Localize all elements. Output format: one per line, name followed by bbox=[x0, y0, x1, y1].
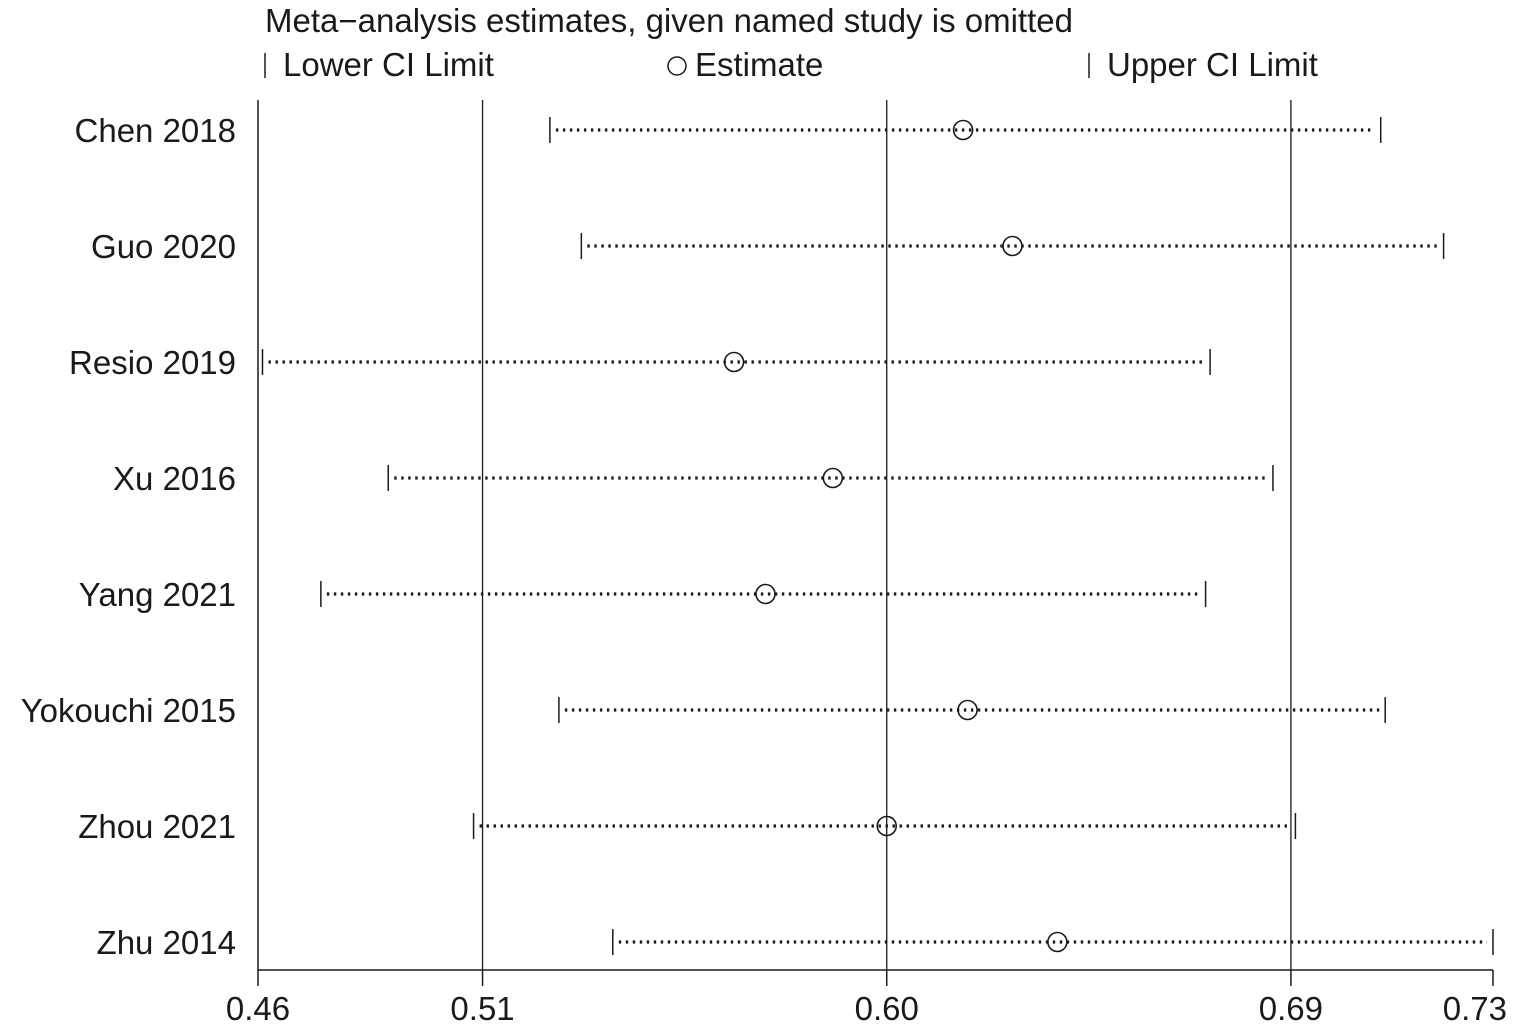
study-row: Resio 2019 bbox=[69, 344, 1211, 381]
study-row: Zhu 2014 bbox=[97, 924, 1494, 961]
estimate-marker bbox=[1002, 235, 1023, 257]
estimate-marker bbox=[957, 699, 978, 721]
estimate-marker bbox=[822, 467, 844, 489]
study-label: Resio 2019 bbox=[69, 344, 236, 381]
estimate-marker bbox=[952, 119, 974, 141]
legend-lower-ci-label: Lower CI Limit bbox=[283, 46, 494, 83]
x-tick-label: 0.73 bbox=[1443, 990, 1507, 1027]
x-tick-label: 0.69 bbox=[1259, 990, 1323, 1027]
study-label: Yang 2021 bbox=[79, 576, 236, 613]
study-row: Guo 2020 bbox=[91, 228, 1445, 265]
study-row: Yokouchi 2015 bbox=[21, 692, 1386, 729]
study-row: Chen 2018 bbox=[75, 112, 1382, 149]
x-tick-label: 0.46 bbox=[226, 990, 290, 1027]
study-row: Xu 2016 bbox=[113, 460, 1274, 497]
study-label: Guo 2020 bbox=[91, 228, 236, 265]
study-label: Zhu 2014 bbox=[97, 924, 236, 961]
study-row: Yang 2021 bbox=[79, 576, 1207, 613]
chart-title: Meta−analysis estimates, given named stu… bbox=[265, 2, 1073, 39]
study-label: Xu 2016 bbox=[113, 460, 236, 497]
estimate-marker bbox=[1047, 931, 1068, 953]
study-label: Zhou 2021 bbox=[78, 808, 236, 845]
estimate-marker bbox=[876, 815, 898, 837]
study-label: Yokouchi 2015 bbox=[21, 692, 236, 729]
legend-estimate-label: Estimate bbox=[695, 46, 823, 83]
legend-upper-ci-label: Upper CI Limit bbox=[1107, 46, 1318, 83]
x-tick-label: 0.51 bbox=[450, 990, 514, 1027]
x-axis: 0.46 0.51 0.60 0.69 0.73 bbox=[226, 969, 1507, 1027]
study-rows: Chen 2018 Guo 2020 Resio 2019 Xu 2016 Yang 2… bbox=[21, 112, 1494, 961]
legend-estimate-marker bbox=[667, 56, 687, 76]
reference-lines bbox=[481, 100, 1292, 970]
legend: Lower CI Limit Estimate Upper CI Limit bbox=[264, 46, 1318, 83]
study-label: Chen 2018 bbox=[75, 112, 236, 149]
study-row: Zhou 2021 bbox=[78, 808, 1297, 845]
estimate-marker bbox=[755, 583, 776, 605]
estimate-marker bbox=[723, 351, 745, 373]
x-tick-label: 0.60 bbox=[855, 990, 919, 1027]
